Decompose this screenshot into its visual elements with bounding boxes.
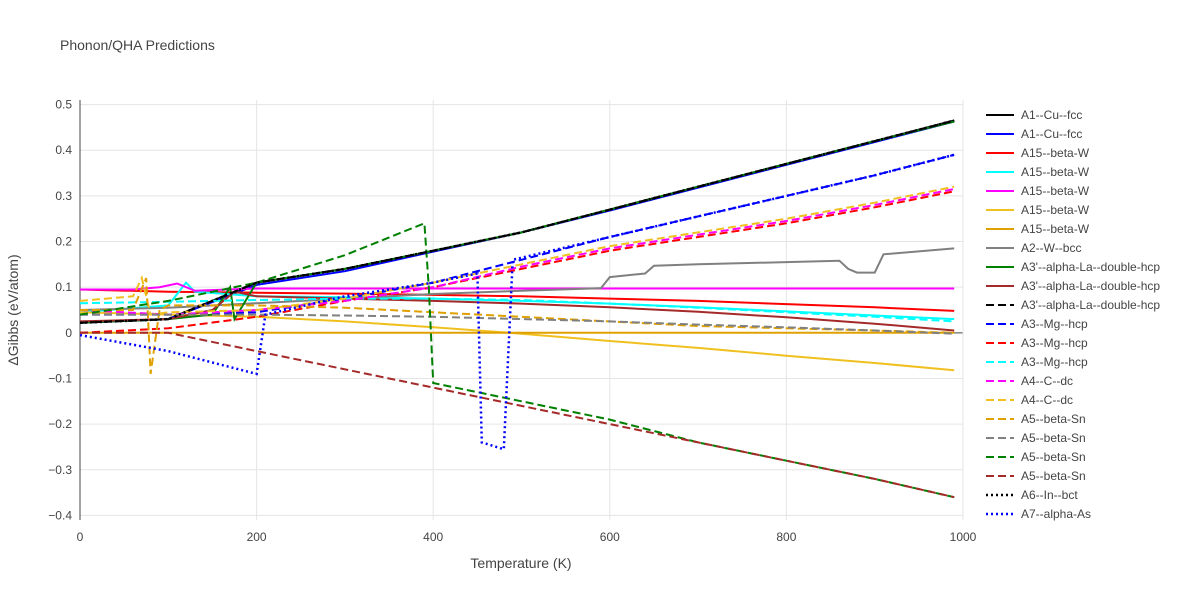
y-tick-labels: −0.4 −0.3 −0.2 −0.1 0 0.1 0.2 0.3 0.4 0.5	[48, 98, 72, 523]
legend-label: A7--alpha-As	[1021, 507, 1091, 521]
legend-label: A6--In--bct	[1021, 488, 1078, 502]
legend-label: A2--W--bcc	[1021, 241, 1081, 255]
x-tick-label: 800	[776, 530, 796, 544]
legend-item[interactable]: A7--alpha-As	[986, 507, 1091, 521]
legend-item[interactable]: A5--beta-Sn	[986, 431, 1086, 445]
legend-label: A3'--alpha-La--double-hcp	[1021, 279, 1160, 293]
legend-item[interactable]: A3--Mg--hcp	[986, 317, 1088, 331]
legend-label: A4--C--dc	[1021, 374, 1073, 388]
series-line	[79, 297, 955, 323]
legend-item[interactable]: A4--C--dc	[986, 393, 1073, 407]
x-tick-labels: 0 200 400 600 800 1000	[77, 530, 977, 544]
series-lines	[79, 119, 955, 499]
series-line	[80, 331, 955, 499]
legend-item[interactable]: A5--beta-Sn	[986, 412, 1086, 426]
series-line	[79, 190, 955, 334]
legend-label: A3'--alpha-La--double-hcp	[1021, 298, 1160, 312]
legend-label: A5--beta-Sn	[1021, 412, 1086, 426]
legend-label: A5--beta-Sn	[1021, 450, 1086, 464]
legend-label: A1--Cu--fcc	[1021, 127, 1082, 141]
legend-label: A15--beta-W	[1021, 165, 1090, 179]
legend-label: A3--Mg--hcp	[1021, 355, 1088, 369]
legend-label: A5--beta-Sn	[1021, 431, 1086, 445]
legend-item[interactable]: A15--beta-W	[986, 165, 1090, 179]
legend-item[interactable]: A1--Cu--fcc	[986, 127, 1082, 141]
x-tick-label: 400	[423, 530, 443, 544]
legend-item[interactable]: A2--W--bcc	[986, 241, 1081, 255]
legend-item[interactable]: A3--Mg--hcp	[986, 336, 1088, 350]
legend-item[interactable]: A4--C--dc	[986, 374, 1073, 388]
legend-item[interactable]: A6--In--bct	[986, 488, 1078, 502]
chart-title: Phonon/QHA Predictions	[60, 37, 215, 53]
y-axis-label: ΔGibbs (eV/atom)	[5, 254, 21, 365]
y-tick-label: 0.5	[55, 98, 72, 112]
y-tick-label: 0.3	[55, 189, 72, 203]
legend-item[interactable]: A15--beta-W	[986, 203, 1090, 217]
legend-label: A3'--alpha-La--double-hcp	[1021, 260, 1160, 274]
y-tick-label: 0	[65, 326, 72, 340]
legend-label: A3--Mg--hcp	[1021, 317, 1088, 331]
series-line	[79, 221, 955, 499]
legend-label: A15--beta-W	[1021, 203, 1090, 217]
x-tick-label: 1000	[950, 530, 977, 544]
series-line	[80, 282, 955, 292]
series-line	[80, 153, 955, 316]
legend-item[interactable]: A3'--alpha-La--double-hcp	[986, 260, 1160, 274]
legend-label: A15--beta-W	[1021, 146, 1090, 160]
x-tick-label: 200	[247, 530, 267, 544]
legend-label: A4--C--dc	[1021, 393, 1073, 407]
legend-item[interactable]: A1--Cu--fcc	[986, 108, 1082, 122]
series-line	[79, 153, 955, 451]
legend[interactable]: A1--Cu--fcc A1--Cu--fcc A15--beta-W A15--be…	[986, 108, 1160, 521]
x-axis-label: Temperature (K)	[470, 555, 571, 571]
legend-label: A5--beta-Sn	[1021, 469, 1086, 483]
legend-label: A15--beta-W	[1021, 222, 1090, 236]
y-tick-label: 0.1	[55, 280, 72, 294]
legend-item[interactable]: A5--beta-Sn	[986, 469, 1086, 483]
legend-label: A15--beta-W	[1021, 184, 1090, 198]
legend-item[interactable]: A3'--alpha-La--double-hcp	[986, 279, 1160, 293]
legend-item[interactable]: A3'--alpha-La--double-hcp	[986, 298, 1160, 312]
legend-item[interactable]: A3--Mg--hcp	[986, 355, 1088, 369]
x-tick-label: 0	[77, 530, 84, 544]
y-tick-label: 0.2	[55, 235, 72, 249]
y-tick-label: −0.2	[48, 417, 72, 431]
y-tick-label: 0.4	[55, 143, 72, 157]
legend-item[interactable]: A5--beta-Sn	[986, 450, 1086, 464]
legend-item[interactable]: A15--beta-W	[986, 146, 1090, 160]
series-line	[79, 311, 955, 372]
y-tick-label: −0.4	[48, 508, 72, 522]
y-tick-label: −0.1	[48, 371, 72, 385]
legend-label: A3--Mg--hcp	[1021, 336, 1088, 350]
x-tick-label: 600	[600, 530, 620, 544]
series-line	[79, 290, 955, 332]
legend-item[interactable]: A15--beta-W	[986, 222, 1090, 236]
legend-item[interactable]: A15--beta-W	[986, 184, 1090, 198]
legend-label: A1--Cu--fcc	[1021, 108, 1082, 122]
series-line	[80, 313, 955, 335]
series-line	[80, 277, 955, 375]
series-line	[79, 119, 955, 324]
y-tick-label: −0.3	[48, 463, 72, 477]
